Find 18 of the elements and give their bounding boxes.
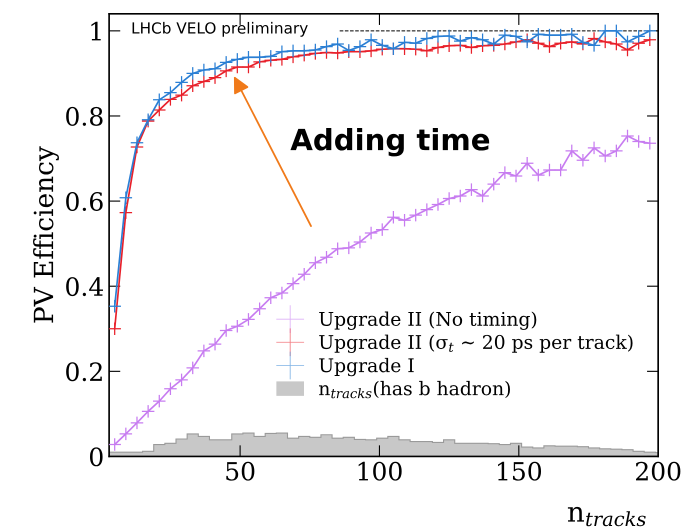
annotation: LHCb VELO preliminary (132, 22, 308, 37)
legend-label: Upgrade II (No timing) (319, 311, 536, 330)
y-tick-label: 1 (91, 22, 101, 40)
x-tick-label: 150 (498, 462, 542, 481)
y-axis-title: PV Efficiency (33, 146, 59, 323)
y-tick-label: 0.2 (66, 362, 102, 382)
x-tick-label: 50 (226, 462, 254, 481)
x-tick-label: 100 (358, 462, 402, 481)
x-axis-title: n$_{tracks}$ (568, 506, 646, 526)
legend-label: Upgrade II (σ$_{t}$ ∼ 20 ps per track) (319, 334, 633, 353)
y-tick-label: 0 (90, 447, 103, 466)
annotation: Adding time (290, 128, 490, 156)
x-tick-label: 200 (636, 462, 680, 481)
y-tick-label: 0.6 (66, 192, 103, 211)
y-tick-label: 0.8 (66, 106, 103, 126)
legend-label: Upgrade I (319, 358, 414, 376)
y-tick-label: 0.4 (66, 277, 103, 296)
legend-label: n$_{tracks}$(has b hadron) (318, 380, 510, 398)
